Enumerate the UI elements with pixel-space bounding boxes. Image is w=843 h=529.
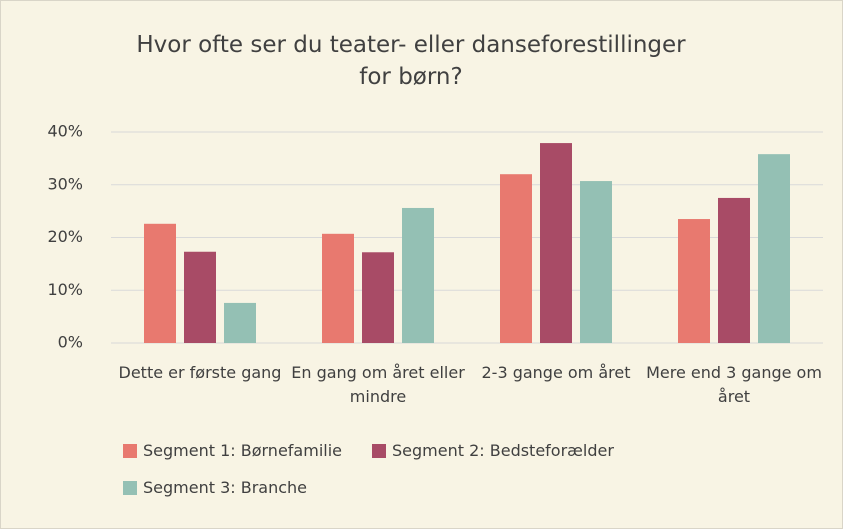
legend-item: Segment 3: Branche	[123, 478, 307, 497]
bar	[540, 143, 572, 343]
bar	[678, 219, 710, 343]
legend-swatch	[123, 443, 137, 458]
bar	[322, 233, 354, 343]
x-tick-label: Dette er første gang	[118, 363, 282, 382]
x-tick-label: Mere end 3 gange om året	[646, 363, 822, 406]
y-tick-label: 10%	[47, 280, 83, 299]
legend-label: Segment 2: Bedsteforælder	[392, 441, 614, 460]
legend-label: Segment 3: Branche	[143, 478, 308, 497]
chart-title: Hvor ofte ser du teater- eller dansefore…	[136, 32, 686, 90]
bar	[718, 197, 750, 343]
bar	[144, 223, 176, 343]
bar	[362, 252, 394, 343]
y-tick-label: 30%	[47, 174, 83, 193]
bar	[184, 251, 216, 343]
legend: Segment 1: Børnefamilie Segment 2: Bedste…	[123, 441, 803, 497]
y-tick-label: 40%	[47, 122, 83, 141]
bar	[224, 302, 256, 343]
bar	[500, 174, 532, 343]
bar	[402, 207, 434, 343]
bar	[580, 181, 612, 343]
y-tick-label: 20%	[47, 227, 83, 246]
y-tick-label: 0%	[58, 333, 83, 352]
legend-item: Segment 1: Børnefamilie	[123, 441, 342, 460]
legend-label: Segment 1: Børnefamilie	[143, 441, 342, 460]
x-tick-label: En gang om året eller mindre	[291, 363, 465, 406]
x-tick-label: 2-3 gange om året	[481, 363, 631, 382]
bar	[758, 154, 790, 343]
legend-item: Segment 2: Bedsteforælder	[372, 441, 614, 460]
legend-swatch	[123, 480, 137, 495]
legend-swatch	[372, 443, 386, 458]
